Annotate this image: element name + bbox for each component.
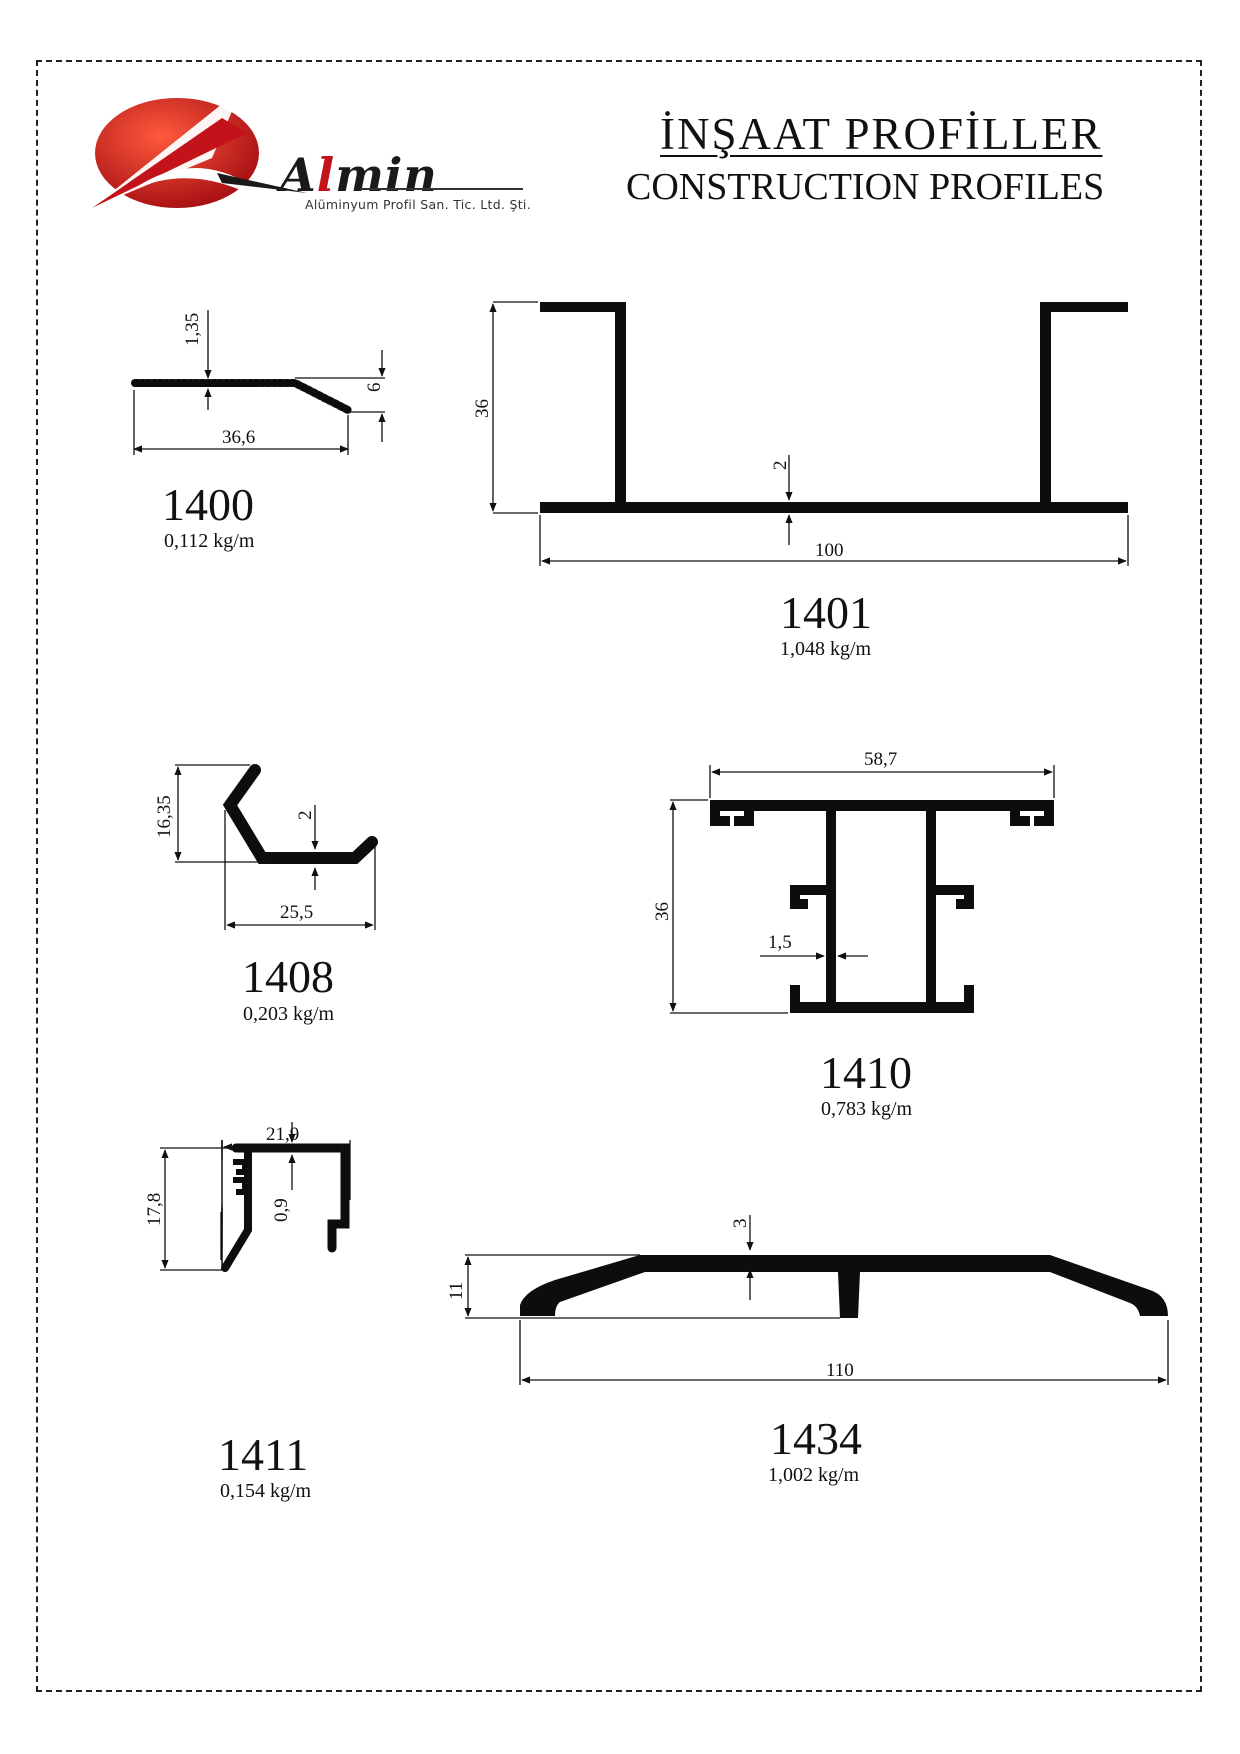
dim-1401-thickness: 2 — [770, 461, 791, 471]
profile-1434-dimensions — [464, 1215, 1169, 1385]
profile-weight-1401: 1,048 kg/m — [780, 638, 872, 660]
dim-1408-width: 25,5 — [280, 902, 313, 923]
title-turkish: İNŞAAT PROFİLLER — [660, 109, 1103, 159]
dashed-page-border — [36, 60, 1202, 1692]
dim-1408-thickness: 2 — [295, 811, 316, 821]
profile-code-1434: 1434 — [770, 1413, 862, 1464]
profile-1410-drawing — [710, 800, 1054, 1013]
profile-code-1400: 1400 — [162, 479, 254, 530]
dim-1408-height: 16,35 — [154, 795, 175, 838]
dim-1410-width: 58,7 — [864, 749, 897, 770]
profile-1408-drawing — [222, 764, 378, 864]
profile-code-1401: 1401 — [780, 587, 872, 638]
profile-weight-1410: 0,783 kg/m — [821, 1098, 913, 1120]
profile-code-1411: 1411 — [218, 1429, 309, 1480]
brand-underline — [360, 188, 523, 190]
profile-1401-drawing — [540, 302, 1128, 513]
dim-1411-thickness: 0,9 — [271, 1198, 292, 1222]
profile-weight-1400: 0,112 kg/m — [164, 530, 255, 552]
dim-1401-height: 36 — [472, 399, 493, 418]
profile-1400-drawing — [131, 310, 386, 455]
dim-1410-height: 36 — [652, 902, 673, 921]
profile-1434-drawing — [520, 1255, 1168, 1318]
dim-1410-thickness: 1,5 — [768, 932, 792, 953]
dim-1400-width: 36,6 — [222, 427, 255, 448]
profile-weight-1434: 1,002 kg/m — [768, 1464, 860, 1486]
dim-1411-width: 21,9 — [266, 1124, 299, 1145]
title-english: CONSTRUCTION PROFILES — [626, 166, 1105, 208]
brand-subtitle: Alüminyum Profil San. Tic. Ltd. Şti. — [305, 197, 531, 212]
profile-weight-1411: 0,154 kg/m — [220, 1480, 312, 1502]
dim-1434-thickness: 3 — [730, 1219, 751, 1229]
almin-logo — [92, 88, 307, 208]
dim-1411-height: 17,8 — [144, 1193, 165, 1226]
dim-1400-thickness: 1,35 — [182, 313, 203, 346]
dim-1434-width: 110 — [826, 1360, 854, 1381]
dim-1434-height: 11 — [446, 1282, 467, 1300]
profile-code-1408: 1408 — [242, 951, 334, 1002]
brand-name: Almin — [280, 148, 438, 202]
dim-1400-height: 6 — [364, 383, 385, 393]
profile-code-1410: 1410 — [820, 1047, 912, 1098]
dim-1401-width: 100 — [815, 540, 844, 561]
profile-1411-dimensions — [160, 1122, 351, 1271]
profile-weight-1408: 0,203 kg/m — [243, 1003, 335, 1025]
